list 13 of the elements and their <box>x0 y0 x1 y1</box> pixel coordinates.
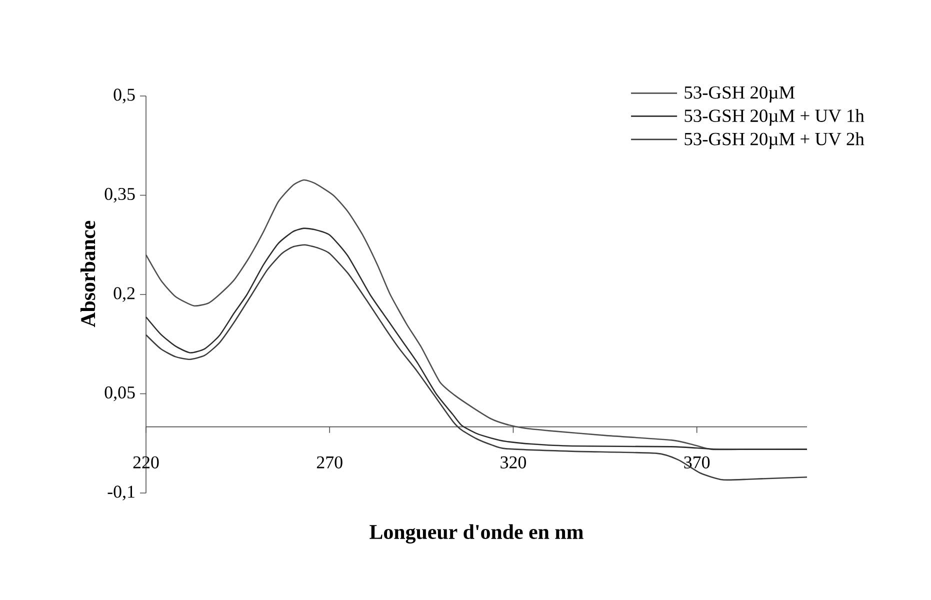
x-tick-label: 270 <box>316 456 342 468</box>
x-axis-title: Longueur d'onde en nm <box>370 524 584 544</box>
y-tick-label: 0,05 <box>104 386 135 402</box>
x-tick-label: 320 <box>500 456 526 468</box>
y-tick-label: 0,2 <box>114 287 134 302</box>
x-tick-label: 370 <box>684 456 710 468</box>
legend-label: 53-GSH 20µM + UV 1h <box>684 109 864 126</box>
y-tick-label: 0,5 <box>114 88 135 104</box>
y-tick-label: 0,35 <box>104 188 135 203</box>
y-axis-title: Absorbance <box>80 220 96 328</box>
legend-label: 53-GSH 20µM + UV 2h <box>684 132 864 149</box>
y-tick-label: -0,1 <box>108 486 134 500</box>
legend-label: 53-GSH 20µM <box>684 86 795 102</box>
